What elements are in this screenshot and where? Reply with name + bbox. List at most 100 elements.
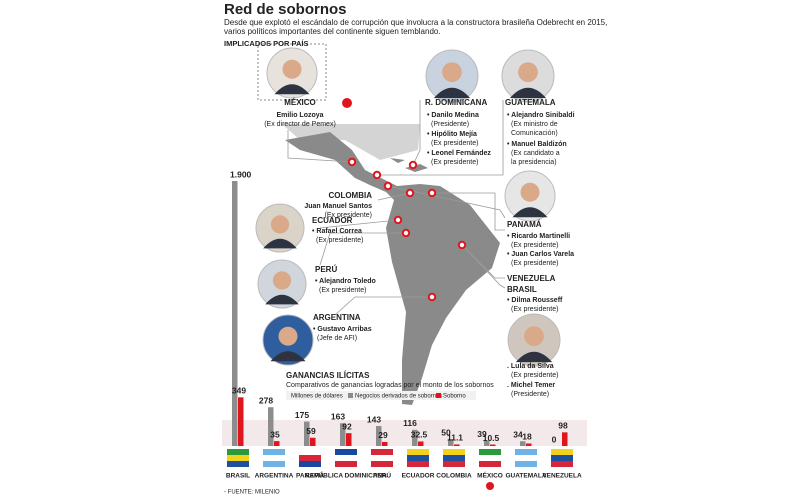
flag-stripe — [227, 449, 249, 455]
bar — [454, 444, 460, 446]
bar — [310, 437, 316, 446]
person-role: (Ex presidente) — [511, 260, 558, 267]
portrait-body — [274, 84, 310, 95]
caribbean — [390, 158, 428, 172]
person-name: • Hipólito Mejía — [427, 131, 477, 138]
flag-stripe — [263, 449, 285, 455]
legend-label: Negocios derivados de sobornos — [355, 394, 442, 400]
bar — [376, 426, 382, 446]
north-america — [282, 124, 420, 160]
person-role: (Ex presidente) — [325, 212, 372, 219]
map-marker — [393, 215, 403, 225]
person-name: • Rafael Correa — [312, 228, 362, 235]
person-role: (Ex presidente) — [319, 287, 366, 294]
portrait-body — [512, 207, 548, 218]
legend-note: Millones de dólares — [291, 394, 343, 400]
country-label: COLOMBIA — [328, 191, 372, 200]
map-marker — [383, 181, 393, 191]
category-label: PANAMÁ — [296, 471, 324, 480]
value-label: 98 — [558, 421, 568, 431]
value-label: 29 — [378, 430, 388, 440]
country-label: ARGENTINA — [313, 313, 361, 322]
flag-stripe — [479, 461, 501, 467]
portrait-head — [272, 271, 292, 290]
person-role: (Ex director de Pemex) — [264, 121, 336, 128]
value-label: 11.1 — [447, 433, 463, 443]
person-name: • Alejandro Toledo — [315, 278, 376, 285]
legend-swatch — [436, 393, 441, 398]
person-role: (Ex presidente) — [431, 159, 478, 166]
value-label: 18 — [522, 432, 532, 442]
person-name: Juan Manuel Santos — [304, 203, 372, 210]
value-label: 92 — [342, 421, 352, 431]
bar — [448, 439, 454, 446]
map-marker — [427, 188, 437, 198]
value-label: 50 — [441, 427, 451, 437]
flag-stripe — [443, 461, 465, 467]
flag-stripe — [263, 461, 285, 467]
highlight-box — [257, 43, 327, 101]
flag-stripe — [371, 455, 393, 461]
bar — [232, 181, 238, 446]
bar — [520, 441, 526, 446]
value-label: 32.5 — [411, 430, 428, 440]
map-marker — [405, 188, 415, 198]
country-label: BRASIL — [507, 285, 537, 294]
value-label: 143 — [367, 414, 381, 424]
portrait-head — [278, 326, 298, 346]
value-label: 116 — [403, 418, 417, 428]
bar — [562, 432, 568, 446]
portrait-head — [524, 326, 544, 346]
chart-title: GANANCIAS ILÍCITAS — [286, 371, 370, 380]
legend-frame — [286, 391, 476, 400]
map-marker — [427, 292, 437, 302]
map-marker — [401, 228, 411, 238]
flag-stripe — [335, 449, 357, 455]
section-title: IMPLICADOS POR PAÍS — [224, 39, 308, 48]
bar — [304, 421, 310, 446]
legend-swatch — [348, 393, 353, 398]
flag-stripe — [371, 449, 393, 455]
flag-stripe — [407, 461, 429, 467]
flag-stripe — [515, 449, 537, 455]
flag-stripe — [407, 455, 429, 461]
flag-stripe — [371, 461, 393, 467]
person-name: • Gustavo Arribas — [313, 326, 372, 333]
bar — [418, 441, 424, 446]
milenio-icon — [342, 98, 352, 108]
flag-stripe — [299, 455, 321, 461]
portrait-head — [282, 59, 302, 79]
map-marker — [347, 157, 357, 167]
flag-stripe — [443, 455, 465, 461]
flag-stripe — [515, 455, 537, 461]
value-label: 278 — [259, 395, 273, 405]
person-name: • Alejandro Sinibaldi — [507, 112, 575, 119]
portrait-body — [263, 238, 297, 249]
portrait-head — [270, 215, 290, 234]
person-role: (Ex presidente) — [511, 372, 558, 379]
person-role: la presidencia) — [511, 159, 557, 166]
country-label: PERÚ — [315, 265, 337, 274]
portrait-head — [518, 62, 538, 82]
portrait-head — [520, 182, 540, 202]
value-label: 59 — [306, 426, 316, 436]
flag-stripe — [335, 455, 357, 461]
person-name: • Danilo Medina — [427, 112, 479, 119]
person-role: (Presidente) — [511, 391, 549, 398]
flag-stripe — [299, 449, 321, 455]
value-label: 175 — [295, 410, 309, 420]
person-name: • Manuel Baldizón — [507, 141, 567, 148]
category-label: COLOMBIA — [436, 473, 472, 480]
bar — [382, 441, 388, 446]
portrait-head — [442, 62, 462, 82]
bar — [526, 443, 532, 446]
map-marker — [408, 160, 418, 170]
value-label: 39 — [477, 429, 487, 439]
category-label: ARGENTINA — [255, 473, 294, 480]
flag-stripe — [263, 455, 285, 461]
flag-stripe — [551, 455, 573, 461]
flag-stripe — [515, 461, 537, 467]
bar — [412, 429, 418, 446]
